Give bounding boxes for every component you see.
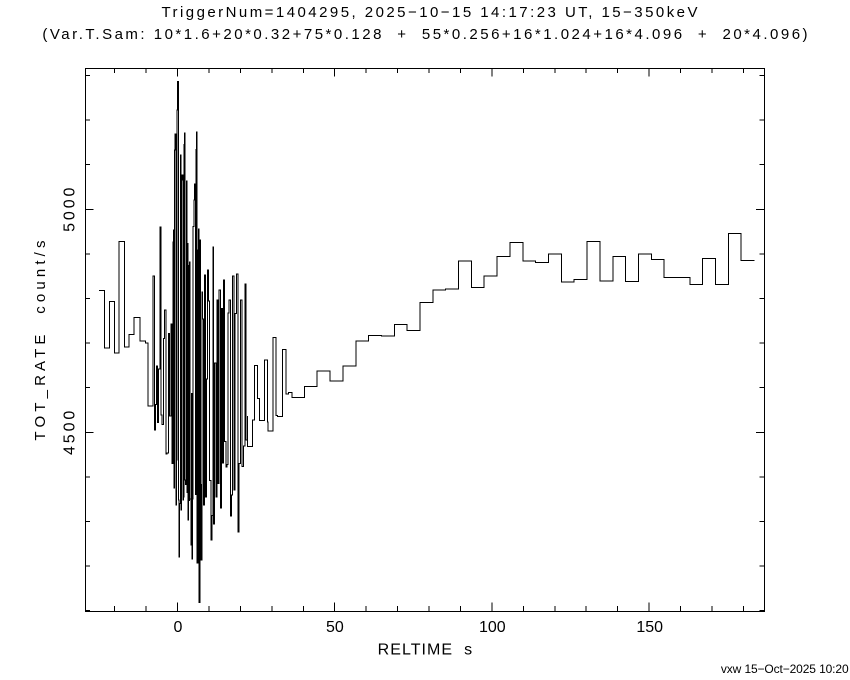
svg-text:150: 150 bbox=[636, 619, 663, 636]
svg-text:(Var.T.Sam: 10*1.6+20*0.32+75*: (Var.T.Sam: 10*1.6+20*0.32+75*0.128 + 55… bbox=[42, 26, 810, 43]
svg-text:0: 0 bbox=[173, 619, 182, 636]
svg-text:50: 50 bbox=[326, 619, 344, 636]
svg-text:4500: 4500 bbox=[62, 408, 79, 455]
svg-text:TOT_RATE count/s: TOT_RATE count/s bbox=[32, 236, 49, 440]
svg-text:RELTIME s: RELTIME s bbox=[378, 642, 474, 659]
svg-text:5000: 5000 bbox=[62, 185, 79, 232]
svg-text:100: 100 bbox=[479, 619, 506, 636]
svg-text:TriggerNum=1404295, 2025−10−15: TriggerNum=1404295, 2025−10−15 14:17:23 … bbox=[161, 4, 699, 21]
svg-text:vxw 15−Oct−2025 10:20: vxw 15−Oct−2025 10:20 bbox=[721, 662, 849, 676]
